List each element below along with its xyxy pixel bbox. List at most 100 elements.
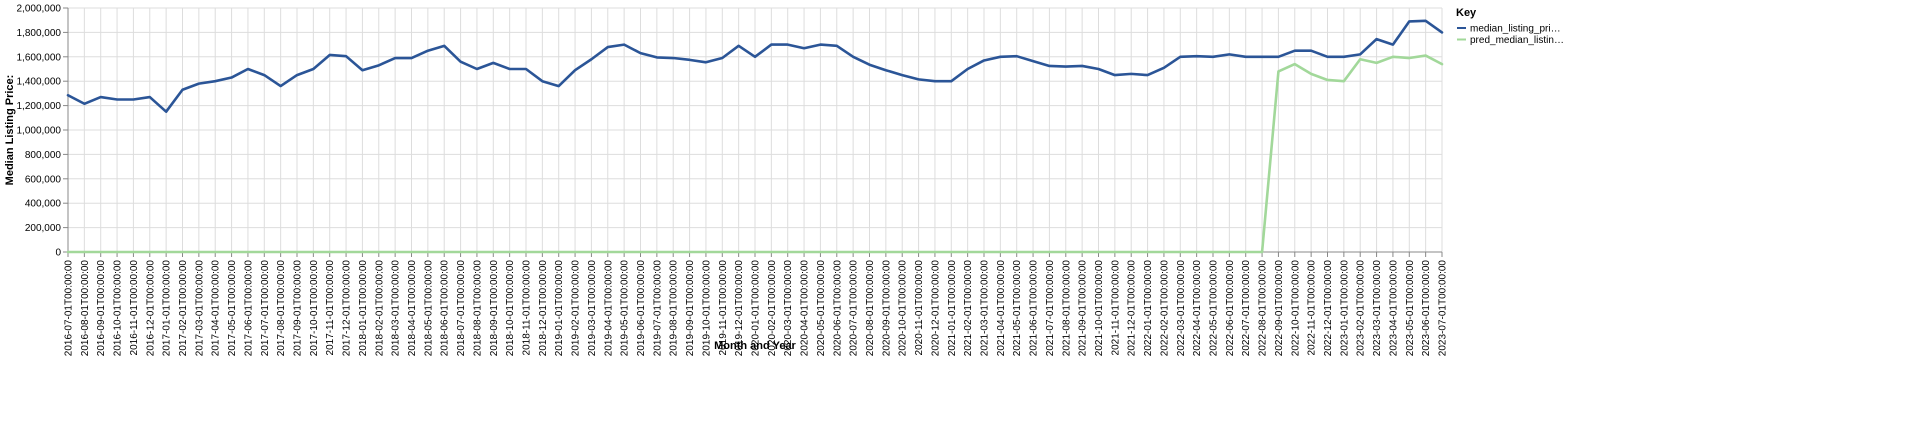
legend-label-pred: pred_median_listin… xyxy=(1470,35,1564,46)
series-line-pred-median-listing-price xyxy=(66,54,1444,254)
x-tick-label: 2021-06-01T00:00:00 xyxy=(1029,260,1040,357)
x-tick-label: 2020-12-01T00:00:00 xyxy=(930,260,941,357)
x-tick-label: 2022-04-01T00:00:00 xyxy=(1192,260,1203,357)
x-tick-label: 2019-05-01T00:00:00 xyxy=(620,260,631,357)
x-tick-label: 2017-01-01T00:00:00 xyxy=(162,260,173,357)
x-tick-label: 2023-05-01T00:00:00 xyxy=(1405,260,1416,357)
x-tick-label: 2017-04-01T00:00:00 xyxy=(211,260,222,357)
x-tick-label: 2019-08-01T00:00:00 xyxy=(669,260,680,357)
series-lines xyxy=(66,19,1444,254)
x-tick-label: 2021-11-01T00:00:00 xyxy=(1110,260,1121,356)
y-tick-label: 1,400,000 xyxy=(17,77,62,88)
x-tick-label: 2021-12-01T00:00:00 xyxy=(1127,260,1138,357)
x-tick-label: 2016-12-01T00:00:00 xyxy=(145,260,156,357)
x-tick-label: 2017-06-01T00:00:00 xyxy=(243,260,254,357)
x-tick-label: 2021-08-01T00:00:00 xyxy=(1061,260,1072,357)
x-tick-label: 2019-03-01T00:00:00 xyxy=(587,260,598,357)
x-tick-label: 2017-07-01T00:00:00 xyxy=(260,260,271,357)
x-tick-label: 2021-07-01T00:00:00 xyxy=(1045,260,1056,357)
x-tick-label: 2021-05-01T00:00:00 xyxy=(1012,260,1023,357)
x-tick-label: 2022-07-01T00:00:00 xyxy=(1241,260,1252,357)
x-tick-label: 2018-06-01T00:00:00 xyxy=(440,260,451,357)
x-tick-label: 2022-01-01T00:00:00 xyxy=(1143,260,1154,357)
x-tick-label: 2022-03-01T00:00:00 xyxy=(1176,260,1187,357)
y-tick-label: 0 xyxy=(55,248,61,259)
x-tick-label: 2020-05-01T00:00:00 xyxy=(816,260,827,357)
x-tick-label: 2020-11-01T00:00:00 xyxy=(914,260,925,356)
x-tick-label: 2023-07-01T00:00:00 xyxy=(1438,260,1449,357)
x-tick-label: 2017-11-01T00:00:00 xyxy=(325,260,336,356)
x-axis-title: Month and Year xyxy=(714,340,796,352)
x-tick-label: 2016-10-01T00:00:00 xyxy=(113,260,124,357)
x-tick-label: 2022-05-01T00:00:00 xyxy=(1209,260,1220,357)
x-tick-label: 2019-11-01T00:00:00 xyxy=(718,260,729,356)
y-tick-label: 400,000 xyxy=(25,199,62,210)
x-tick-label: 2022-06-01T00:00:00 xyxy=(1225,260,1236,357)
x-tick-label: 2023-03-01T00:00:00 xyxy=(1372,260,1383,357)
x-tick-label: 2018-05-01T00:00:00 xyxy=(423,260,434,357)
x-tick-label: 2018-01-01T00:00:00 xyxy=(358,260,369,357)
gridlines xyxy=(67,7,1443,253)
x-tick-label: 2018-04-01T00:00:00 xyxy=(407,260,418,357)
x-tick-label: 2019-04-01T00:00:00 xyxy=(603,260,614,357)
x-tick-label: 2016-07-01T00:00:00 xyxy=(64,260,75,357)
x-tick-label: 2020-04-01T00:00:00 xyxy=(800,260,811,357)
x-tick-label: 2022-12-01T00:00:00 xyxy=(1323,260,1334,357)
legend: Key median_listing_pri… pred_median_list… xyxy=(1456,7,1564,46)
x-tick-label: 2016-08-01T00:00:00 xyxy=(80,260,91,357)
x-tick-label: 2021-02-01T00:00:00 xyxy=(963,260,974,357)
y-tick-label: 1,800,000 xyxy=(17,28,62,39)
x-tick-label: 2017-05-01T00:00:00 xyxy=(227,260,238,357)
x-tick-label: 2019-02-01T00:00:00 xyxy=(571,260,582,357)
x-tick-label: 2022-02-01T00:00:00 xyxy=(1159,260,1170,357)
x-tick-label: 2018-07-01T00:00:00 xyxy=(456,260,467,357)
x-tick-label: 2016-09-01T00:00:00 xyxy=(96,260,107,357)
x-tick-label: 2017-03-01T00:00:00 xyxy=(194,260,205,357)
y-tick-label: 1,000,000 xyxy=(17,126,62,137)
x-tick-label: 2017-10-01T00:00:00 xyxy=(309,260,320,357)
x-tick-label: 2021-03-01T00:00:00 xyxy=(980,260,991,357)
x-tick-label: 2019-07-01T00:00:00 xyxy=(652,260,663,357)
x-tick-label: 2019-12-01T00:00:00 xyxy=(734,260,745,357)
x-tick-label: 2018-12-01T00:00:00 xyxy=(538,260,549,357)
x-tick-label: 2018-09-01T00:00:00 xyxy=(489,260,500,357)
legend-label-median: median_listing_pri… xyxy=(1470,24,1561,35)
x-tick-label: 2021-04-01T00:00:00 xyxy=(996,260,1007,357)
x-tick-label: 2018-02-01T00:00:00 xyxy=(374,260,385,357)
x-tick-label: 2021-10-01T00:00:00 xyxy=(1094,260,1105,357)
x-tick-label: 2020-02-01T00:00:00 xyxy=(767,260,778,357)
x-tick-label: 2017-12-01T00:00:00 xyxy=(342,260,353,357)
y-tick-label: 1,200,000 xyxy=(17,101,62,112)
x-tick-label: 2023-01-01T00:00:00 xyxy=(1339,260,1350,357)
y-tick-label: 800,000 xyxy=(25,150,62,161)
x-tick-label: 2020-07-01T00:00:00 xyxy=(849,260,860,357)
x-tick-label: 2021-01-01T00:00:00 xyxy=(947,260,958,357)
y-tick-label: 1,600,000 xyxy=(17,52,62,63)
x-tick-label: 2020-01-01T00:00:00 xyxy=(751,260,762,357)
x-tick-label: 2019-10-01T00:00:00 xyxy=(701,260,712,357)
x-tick-label: 2019-01-01T00:00:00 xyxy=(554,260,565,357)
x-tick-label: 2020-09-01T00:00:00 xyxy=(881,260,892,357)
y-axis-title: Median Listing Price: xyxy=(4,75,16,186)
x-tick-label: 2020-08-01T00:00:00 xyxy=(865,260,876,357)
x-tick-label: 2017-08-01T00:00:00 xyxy=(276,260,287,357)
x-tick-label: 2019-09-01T00:00:00 xyxy=(685,260,696,357)
x-tick-label: 2021-09-01T00:00:00 xyxy=(1078,260,1089,357)
x-tick-label: 2018-11-01T00:00:00 xyxy=(522,260,533,356)
x-tick-label: 2022-10-01T00:00:00 xyxy=(1290,260,1301,357)
y-tick-label: 200,000 xyxy=(25,223,62,234)
y-tick-label: 2,000,000 xyxy=(17,4,62,15)
x-tick-label: 2017-09-01T00:00:00 xyxy=(293,260,304,357)
x-tick-label: 2018-08-01T00:00:00 xyxy=(472,260,483,357)
axes: 0 200,000 400,000 600,000 800,000 1,000,000 1,… xyxy=(17,4,1449,357)
x-tick-label: 2019-06-01T00:00:00 xyxy=(636,260,647,357)
x-tick-label: 2016-11-01T00:00:00 xyxy=(129,260,140,356)
x-tick-label: 2023-06-01T00:00:00 xyxy=(1421,260,1432,357)
legend-title: Key xyxy=(1456,7,1477,19)
x-tick-label: 2018-03-01T00:00:00 xyxy=(391,260,402,357)
x-tick-label: 2018-10-01T00:00:00 xyxy=(505,260,516,357)
x-tick-label: 2020-10-01T00:00:00 xyxy=(898,260,909,357)
x-tick-label: 2023-02-01T00:00:00 xyxy=(1356,260,1367,357)
x-tick-label: 2022-11-01T00:00:00 xyxy=(1307,260,1318,356)
